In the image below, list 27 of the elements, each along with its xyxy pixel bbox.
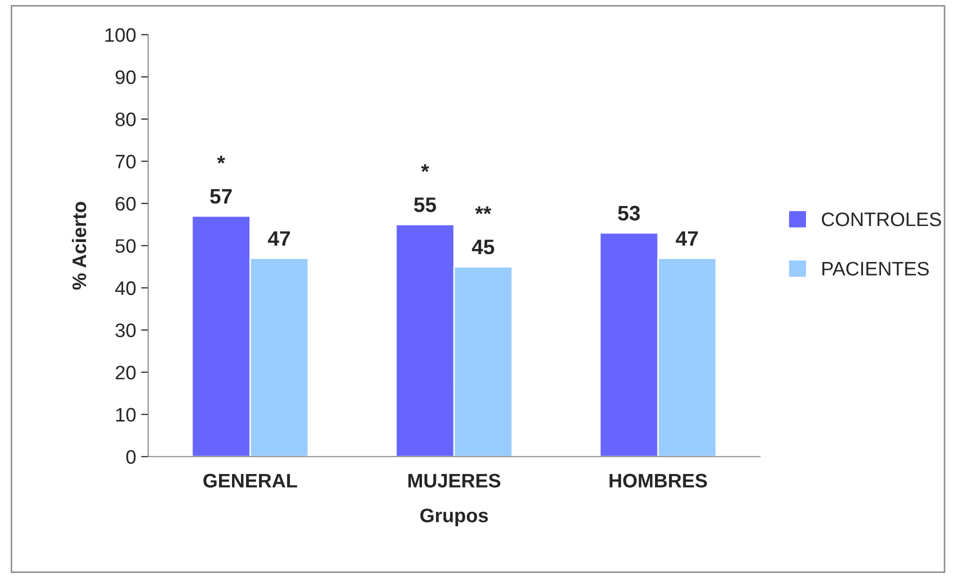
y-tick-label: 30 (115, 324, 136, 338)
y-tick-label: 10 (116, 408, 136, 422)
data-label: 47 (268, 231, 290, 246)
y-tick-label: 50 (116, 239, 136, 253)
x-tick-label: MUJERES (408, 474, 500, 488)
y-tick-label: 0 (126, 450, 136, 464)
y-axis-title: % Acierto (72, 202, 86, 290)
data-label: 53 (618, 206, 640, 221)
y-tick-label: 60 (116, 196, 136, 211)
y-tick-label: 100 (105, 28, 136, 42)
annotation: * (217, 156, 226, 164)
legend-label: PACIENTES (822, 262, 929, 276)
x-axis-title: Grupos (420, 508, 488, 526)
x-tick-label: HOMBRES (610, 474, 707, 488)
data-label: 57 (210, 189, 232, 204)
legend-label: CONTROLES (822, 212, 941, 226)
y-tick-label: 80 (116, 112, 136, 126)
y-tick-label: 20 (116, 366, 136, 380)
data-label: 55 (414, 198, 436, 212)
y-tick-label: 70 (116, 154, 136, 168)
data-label: 45 (472, 240, 494, 254)
data-label: 47 (676, 231, 698, 246)
x-tick-label: GENERAL (203, 474, 298, 488)
y-tick-label: 90 (116, 70, 136, 84)
annotation: ** (475, 206, 492, 214)
y-tick-label: 40 (115, 281, 136, 296)
annotation: * (421, 164, 430, 172)
